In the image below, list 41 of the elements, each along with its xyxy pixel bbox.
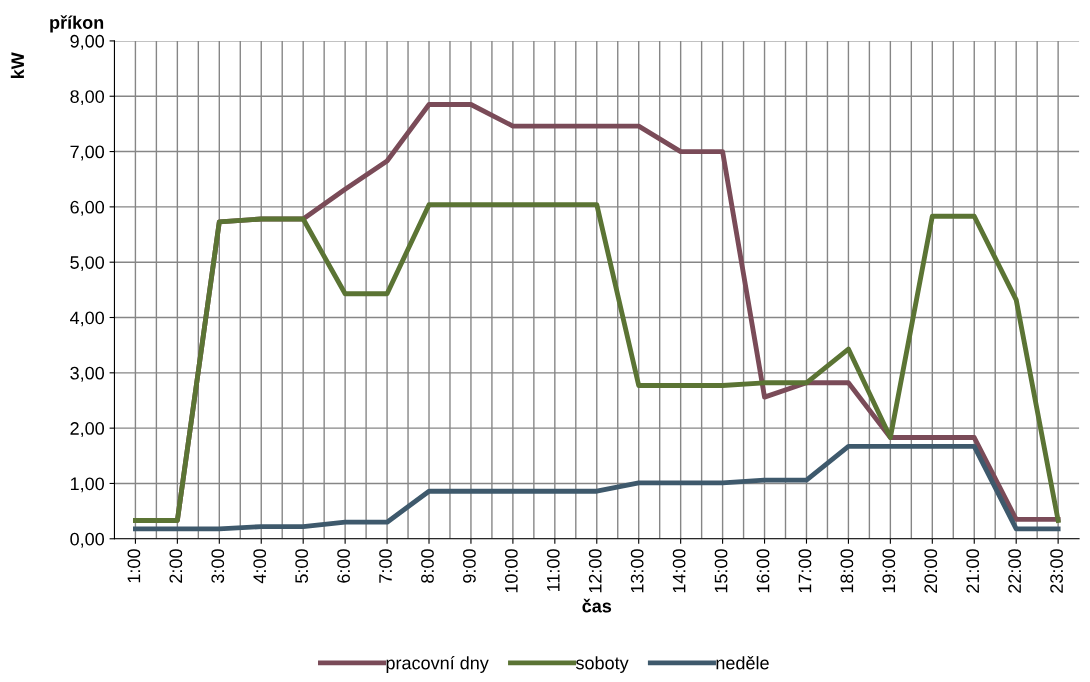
legend-label: soboty [575,656,629,673]
x-tick-label: 11:00 [546,549,560,591]
x-tick-label: 15:00 [714,549,728,593]
x-tick-label: 12:00 [588,549,602,593]
legend-label: pracovní dny [386,655,489,673]
y-tick-label: 1,00 [70,477,105,493]
x-tick-label: 4:00 [253,549,267,584]
x-tick-label: 18:00 [840,549,854,593]
line-series [132,443,1061,532]
chart-title: příkon [50,15,104,33]
legend-label: neděle [716,656,769,670]
x-tick-label: 21:00 [966,549,980,593]
x-tick-label: 2:00 [169,549,183,583]
x-tick-label: 23:00 [1050,549,1063,593]
x-tick-label: 19:00 [882,549,896,593]
y-tick-label: 3,00 [70,366,105,382]
x-tick-label: 20:00 [924,549,938,593]
x-tick-label: 14:00 [672,549,686,593]
x-tick-label: 22:00 [1008,549,1022,593]
x-tick-label: 8:00 [421,549,434,583]
x-tick-label: 7:00 [379,549,392,583]
x-tick-label: 9:00 [463,549,476,583]
x-tick-label: 1:00 [127,549,141,583]
y-tick-label: 7,00 [70,145,105,161]
x-tick-label: 13:00 [630,549,644,593]
y-tick-label: 2,00 [70,422,105,437]
x-tick-label: 5:00 [295,549,309,583]
y-tick-label: 9,00 [70,34,105,50]
x-tick-label: 17:00 [798,549,812,593]
x-tick-label: 6:00 [337,549,350,583]
y-axis-title: kW [10,52,24,79]
y-tick-label: 0,00 [70,532,105,548]
x-tick-label: 3:00 [211,549,225,583]
y-tick-label: 5,00 [70,256,105,272]
y-tick-label: 4,00 [70,311,105,327]
x-tick-label: 10:00 [504,549,518,593]
x-tick-label: 16:00 [756,549,770,593]
y-tick-label: 8,00 [70,90,105,106]
y-tick-label: 6,00 [70,200,105,216]
x-axis-title: čas [582,598,612,613]
line-series [132,202,1061,523]
